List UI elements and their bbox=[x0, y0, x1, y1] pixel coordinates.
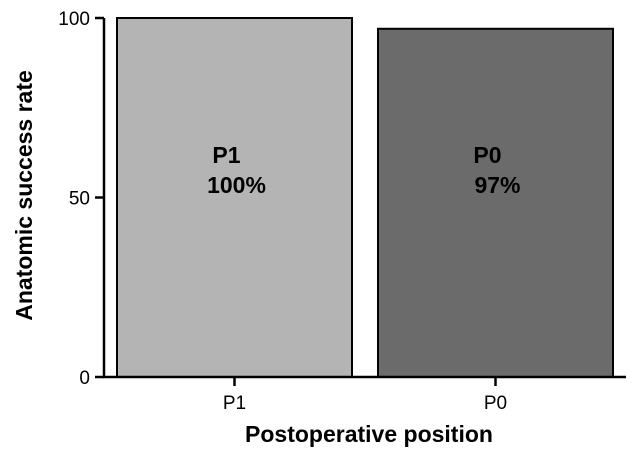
bar-labels-group: P1 100% P0 97% bbox=[207, 142, 520, 198]
y-tick-label: 50 bbox=[69, 189, 90, 210]
y-tick-label: 0 bbox=[79, 368, 90, 389]
x-axis-title: Postoperative position bbox=[245, 421, 493, 447]
bar-p1 bbox=[116, 17, 353, 378]
y-tick-label: 100 bbox=[58, 9, 90, 30]
bar-label-value: 97% bbox=[474, 172, 520, 198]
y-ticks-group: 0 50 100 bbox=[58, 9, 104, 389]
x-tick-label: P0 bbox=[484, 393, 507, 414]
bars-group bbox=[116, 17, 614, 379]
bar-label-name: P0 bbox=[473, 142, 501, 168]
bar-label-value: 100% bbox=[207, 172, 266, 198]
x-tick-label: P1 bbox=[223, 393, 246, 414]
y-axis-title: Anatomic success rate bbox=[11, 70, 37, 321]
bar-p0 bbox=[377, 27, 614, 379]
bar-label-name: P1 bbox=[212, 142, 240, 168]
x-ticks-group: P1 P0 bbox=[223, 377, 507, 414]
